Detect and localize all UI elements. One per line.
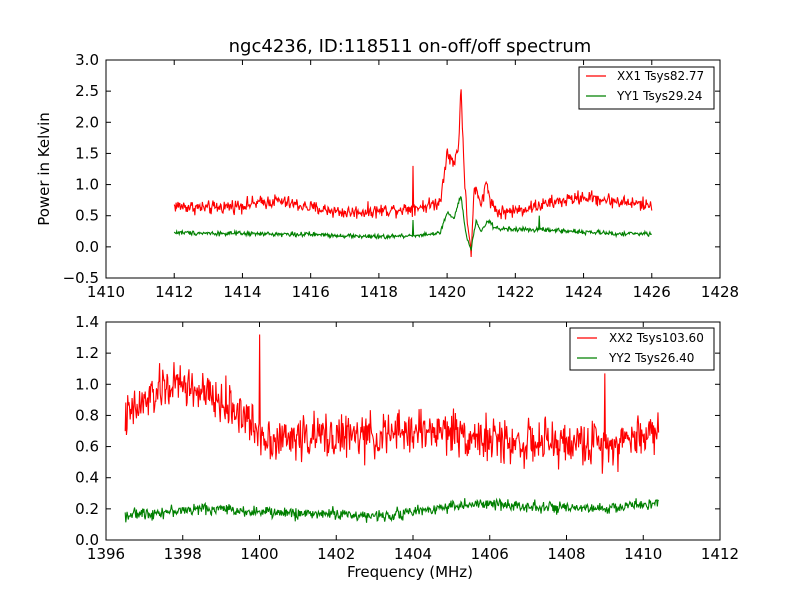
y-tick-label: 1.0 xyxy=(75,375,99,393)
y-tick-label: 0.4 xyxy=(75,469,99,487)
x-tick-label: 1426 xyxy=(633,283,671,301)
legend-label-yy2: YY2 Tsys26.40 xyxy=(608,351,694,365)
bottom-x-axis-label: Frequency (MHz) xyxy=(347,563,473,581)
bottom-legend-box xyxy=(569,327,715,371)
x-tick-label: 1418 xyxy=(360,283,398,301)
top-legend-box xyxy=(578,66,715,110)
x-tick-label: 1410 xyxy=(87,283,125,301)
x-tick-label: 1412 xyxy=(701,545,739,563)
bottom-legend: XX2 Tsys103.60 YY2 Tsys26.40 xyxy=(569,327,715,371)
top-legend: XX1 Tsys82.77 YY1 Tsys29.24 xyxy=(578,66,715,110)
series-line-yy2 xyxy=(124,497,660,523)
x-tick-label: 1424 xyxy=(564,283,602,301)
legend-label-xx1: XX1 Tsys82.77 xyxy=(617,69,704,83)
y-tick-label: 1.2 xyxy=(75,344,99,362)
x-tick-label: 1420 xyxy=(428,283,466,301)
y-tick-label: 0.2 xyxy=(75,500,99,518)
x-tick-label: 1414 xyxy=(223,283,261,301)
y-tick-label: 0.5 xyxy=(75,207,99,225)
x-tick-label: 1416 xyxy=(292,283,330,301)
top-axes-frame xyxy=(105,59,721,279)
x-tick-label: 1398 xyxy=(164,545,202,563)
x-tick-label: 1404 xyxy=(394,545,432,563)
y-tick-label: 0.8 xyxy=(75,406,99,424)
series-line-xx2 xyxy=(124,334,660,474)
top-panel: 1410 1412 1414 1416 1418 1420 1422 1424 1426 1428… xyxy=(35,51,739,301)
y-tick-label: −0.5 xyxy=(63,269,99,287)
legend-label-yy1: YY1 Tsys29.24 xyxy=(616,89,702,103)
top-ticks: 1410 1412 1414 1416 1418 1420 1422 1424 1426 1428… xyxy=(63,51,740,301)
y-tick-label: 1.5 xyxy=(75,144,99,162)
y-tick-label: 0.0 xyxy=(75,238,99,256)
y-tick-label: 0.6 xyxy=(75,438,99,456)
y-tick-label: 1.4 xyxy=(75,313,99,331)
bottom-panel: 1396 1398 1400 1402 1404 1406 1408 1410 1412 0.0 0… xyxy=(75,313,739,581)
x-tick-label: 1400 xyxy=(240,545,278,563)
y-tick-label: 1.0 xyxy=(75,176,99,194)
bottom-ticks: 1396 1398 1400 1402 1404 1406 1408 1410 1412 0.0 0… xyxy=(75,313,739,563)
series-line-xx1 xyxy=(173,89,653,257)
figure-title: ngc4236, ID:118511 on-off/off spectrum xyxy=(229,36,592,57)
y-tick-label: 3.0 xyxy=(75,51,99,69)
x-tick-label: 1406 xyxy=(471,545,509,563)
series-line-yy1 xyxy=(173,196,652,251)
legend-label-xx2: XX2 Tsys103.60 xyxy=(609,331,704,345)
x-tick-label: 1428 xyxy=(701,283,739,301)
x-tick-label: 1422 xyxy=(496,283,534,301)
y-tick-label: 2.5 xyxy=(75,82,99,100)
x-tick-label: 1408 xyxy=(547,545,585,563)
x-tick-label: 1396 xyxy=(87,545,125,563)
x-tick-label: 1412 xyxy=(155,283,193,301)
bottom-plot-area xyxy=(124,334,660,523)
x-tick-label: 1410 xyxy=(624,545,662,563)
y-tick-label: 2.0 xyxy=(75,113,99,131)
top-plot-area xyxy=(173,89,653,257)
top-y-axis-label: Power in Kelvin xyxy=(35,112,53,226)
x-tick-label: 1402 xyxy=(317,545,355,563)
y-tick-label: 0.0 xyxy=(75,531,99,549)
